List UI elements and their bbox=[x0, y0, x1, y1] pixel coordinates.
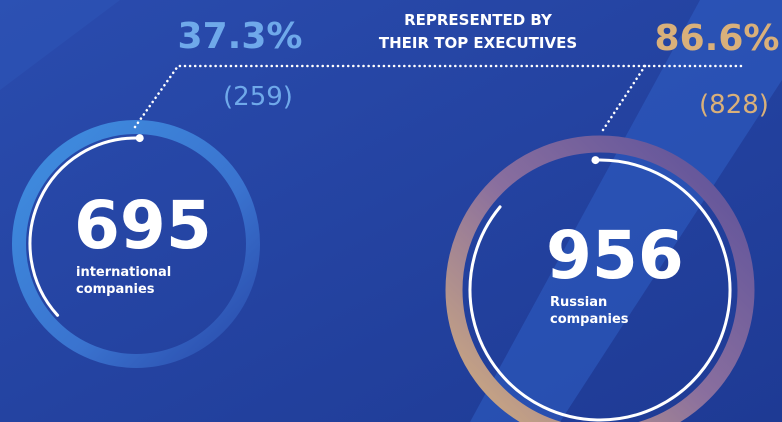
share: 86.6% bbox=[655, 18, 780, 59]
share: 37.3% bbox=[178, 16, 303, 57]
share-arc bbox=[28, 136, 142, 317]
arc-dot bbox=[135, 134, 144, 143]
ring bbox=[445, 135, 755, 422]
share-arc bbox=[468, 158, 732, 422]
count: (259) bbox=[223, 82, 293, 112]
heading: THEIR TOP EXECUTIVES bbox=[379, 34, 577, 52]
diagonal-band bbox=[470, 0, 782, 422]
heading: REPRESENTED BY bbox=[404, 11, 553, 29]
label: companies bbox=[76, 282, 155, 297]
total: 695 bbox=[74, 187, 212, 264]
total: 956 bbox=[546, 217, 684, 294]
label: Russian bbox=[550, 295, 607, 310]
corner-band bbox=[0, 0, 120, 90]
arc-dot bbox=[591, 156, 600, 165]
connector bbox=[133, 64, 747, 132]
count: (828) bbox=[699, 90, 769, 120]
label: international bbox=[76, 265, 171, 280]
label: companies bbox=[550, 312, 629, 327]
